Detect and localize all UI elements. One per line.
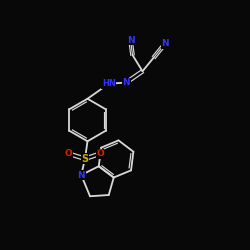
Text: O: O — [96, 149, 104, 158]
Text: N: N — [161, 39, 169, 48]
Text: N: N — [127, 36, 134, 44]
Text: N: N — [78, 170, 85, 179]
Text: N: N — [122, 78, 130, 87]
Text: S: S — [82, 154, 88, 164]
Text: O: O — [65, 149, 72, 158]
Text: HN: HN — [102, 79, 116, 88]
